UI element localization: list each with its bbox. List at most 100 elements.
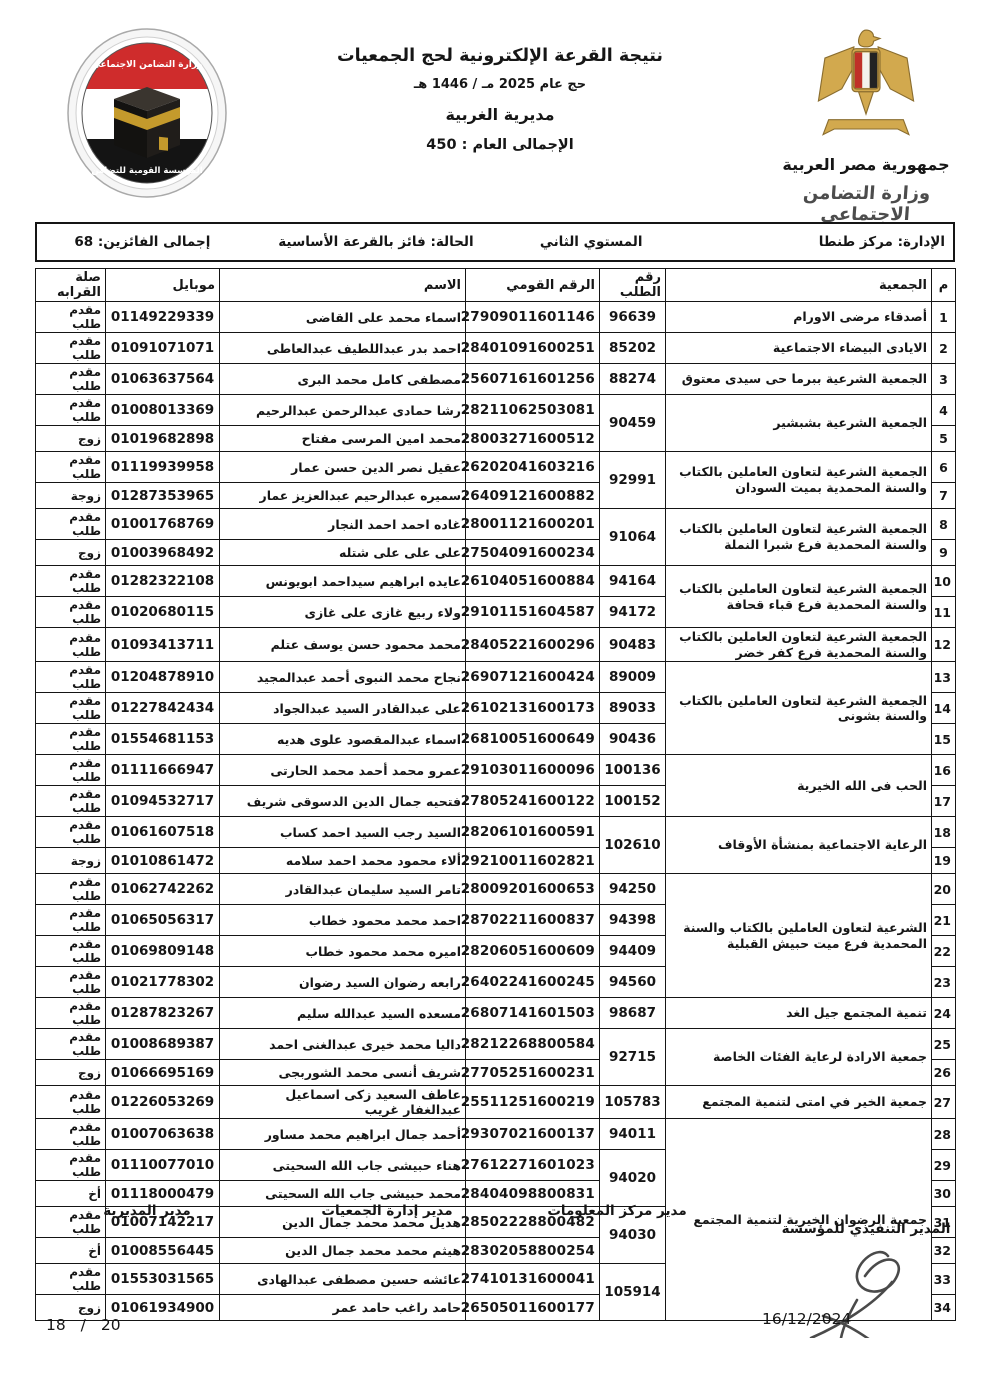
row-number-cell: 4 — [931, 394, 956, 426]
mobile-cell: 01226053269 — [105, 1085, 220, 1120]
table-row: 24 تنمية المجتمع جيل الغد 98687 26807141601… — [35, 997, 956, 1030]
national-id-cell: 27612271601023 — [461, 1149, 600, 1182]
mobile-cell: 01091071071 — [105, 332, 220, 364]
col-header-mobile: موبايل — [105, 268, 220, 302]
national-id-cell: 26409121600882 — [461, 482, 600, 509]
association-cell: جمعية الخير في امتى لتنمية المجتمع — [665, 1085, 932, 1120]
table-header-row: م الجمعية رقم الطلب الرقم القومي الاسم م… — [35, 268, 956, 302]
mobile-cell: 01227842434 — [105, 692, 220, 725]
signature-title-info-center: مدير مركز المعلومات — [547, 1203, 687, 1219]
national-id-cell: 25511251600219 — [461, 1085, 600, 1120]
level-label: المستوي الثاني — [539, 234, 643, 250]
country-name: جمهورية مصر العربية — [782, 155, 950, 174]
relation-cell: مقدم طلب — [35, 508, 106, 540]
mobile-cell: 01110077010 — [105, 1149, 220, 1182]
row-number-cell: 19 — [931, 847, 956, 875]
request-number-cell: 94030 — [599, 1206, 666, 1265]
table-row: 18 الرعاية الاجتماعية بمنشأة الأوقاف 10261… — [35, 816, 956, 875]
row-number-cell: 14 — [931, 692, 956, 725]
name-cell: احمد بدر عبداللطيف عبدالعاطى — [219, 332, 466, 364]
name-cell: فتحيه جمال الدين الدسوقى شريف — [219, 785, 466, 818]
table-row: 32 28302058800254 هيثم محمد محمد جمال الدي… — [35, 1237, 956, 1265]
request-number-cell: 89033 — [599, 692, 666, 725]
request-number-cell: 88274 — [599, 363, 666, 395]
mobile-cell: 01554681153 — [105, 723, 220, 756]
relation-cell: مقدم طلب — [35, 1149, 106, 1182]
name-cell: عايده ابراهيم سيداحمد ابويونس — [219, 565, 466, 597]
national-id-cell: 27805241600122 — [461, 785, 600, 818]
col-header-request-number: رقم الطلب — [599, 268, 666, 302]
row-number-cell: 9 — [931, 539, 956, 566]
name-cell: حامد راغب حامد عمر — [219, 1294, 466, 1322]
national-id-cell: 27705251600231 — [461, 1059, 600, 1087]
document-header: نتيجة القرعة الإلكترونية لحج الجمعيات حج… — [295, 46, 705, 153]
request-number-cell: 102610 — [599, 816, 666, 875]
table-info-bar: الإدارة: مركز طنطا المستوي الثاني الحالة… — [35, 222, 955, 262]
col-header-name: الاسم — [219, 268, 466, 302]
national-id-cell: 28009201600653 — [461, 873, 600, 906]
relation-cell: مقدم طلب — [35, 873, 106, 906]
row-number-cell: 33 — [931, 1263, 956, 1296]
relation-cell: زوج — [35, 425, 106, 452]
relation-cell: أخ — [35, 1237, 106, 1265]
national-id-cell: 27504091600234 — [461, 539, 600, 566]
mobile-cell: 01063637564 — [105, 363, 220, 395]
table-row: 33 105914 27410131600041 عائشه حسين مصطفى ع… — [35, 1263, 956, 1322]
name-cell: داليا محمد خيرى عبدالغنى احمد — [219, 1028, 466, 1061]
name-cell: عمرو محمد أحمد محمد الحارتى — [219, 754, 466, 787]
signature-title-executive: المدير التنفيذي للمؤسسة — [781, 1221, 951, 1237]
table-row: 12 الجمعية الشرعية لتعاون العاملين بالكتا… — [35, 626, 956, 663]
row-number-cell: 7 — [931, 482, 956, 509]
mobile-cell: 01069809148 — [105, 935, 220, 968]
badge-top-text: وزارة التضامن الاجتماعي — [91, 60, 202, 70]
row-number-cell: 34 — [931, 1294, 956, 1322]
col-header-relation: صلة القرابه — [35, 268, 106, 302]
name-cell: هديل محمد محمد جمال الدين — [219, 1206, 466, 1239]
mobile-cell: 01010861472 — [105, 847, 220, 875]
national-id-cell: 27410131600041 — [461, 1263, 600, 1296]
table-row: 27 جمعية الخير في امتى لتنمية المجتمع 1057… — [35, 1085, 956, 1120]
ministry-name-calligraphy: وزارة التضامن الاجتماعى — [802, 183, 932, 225]
national-id-cell: 29210011602821 — [461, 847, 600, 875]
mobile-cell: 01111666947 — [105, 754, 220, 787]
national-id-cell: 26202041603216 — [461, 451, 600, 483]
relation-cell: مقدم طلب — [35, 394, 106, 426]
mobile-cell: 01093413711 — [105, 626, 220, 663]
name-cell: على على على شتله — [219, 539, 466, 566]
row-number-cell: 24 — [931, 997, 956, 1030]
request-number-cell: 100152 — [599, 785, 666, 818]
relation-cell: مقدم طلب — [35, 966, 106, 999]
association-cell: الشرعية لتعاون العاملين بالكتاب والسنة ا… — [665, 873, 932, 999]
national-id-cell: 26102131600173 — [461, 692, 600, 725]
relation-cell: مقدم طلب — [35, 596, 106, 628]
association-cell: الايادى البيضاء الاجتماعية — [665, 332, 932, 364]
mobile-cell: 01287823267 — [105, 997, 220, 1030]
relation-cell: مقدم طلب — [35, 451, 106, 483]
association-cell: الجمعية الشرعية لتعاون العاملين بالكتاب … — [665, 565, 932, 628]
page-total: 20 — [100, 1316, 121, 1334]
national-id-cell: 28001121600201 — [461, 508, 600, 540]
table-row: 15 90436 26810051600649 اسماء عبدالمقصود عل… — [35, 723, 956, 756]
table-row: 17 100152 27805241600122 فتحيه جمال الدين ا… — [35, 785, 956, 818]
request-number-cell: 105914 — [599, 1263, 666, 1322]
request-number-cell: 100136 — [599, 754, 666, 787]
name-cell: رشا حمادى عبدالرحمن عبدالرحيم — [219, 394, 466, 426]
national-id-cell: 26402241600245 — [461, 966, 600, 999]
table-row: 7 26409121600882 سميره عبدالرحيم عبدالعزيز… — [35, 482, 956, 509]
results-table-body: 1 أصدقاء مرضى الاورام 96639 27909011601146 ا… — [35, 301, 956, 1322]
results-table-wrap: م الجمعية رقم الطلب الرقم القومي الاسم م… — [35, 268, 956, 1322]
name-cell: عقيل نصر الدين حسن عمار — [219, 451, 466, 483]
request-number-cell: 98687 — [599, 997, 666, 1030]
name-cell: هناء حبيشى جاب الله السحيتى — [219, 1149, 466, 1182]
row-number-cell: 26 — [931, 1059, 956, 1087]
name-cell: نجاح محمد النبوى أحمد عبدالمجيد — [219, 661, 466, 694]
national-id-cell: 26505011600177 — [461, 1294, 600, 1322]
mobile-cell: 01066695169 — [105, 1059, 220, 1087]
relation-cell: مقدم طلب — [35, 754, 106, 787]
mobile-cell: 01019682898 — [105, 425, 220, 452]
row-number-cell: 12 — [931, 626, 956, 663]
row-number-cell: 11 — [931, 596, 956, 628]
table-row: 6 الجمعية الشرعية لتعاون العاملين بالكتاب… — [35, 451, 956, 509]
relation-cell: مقدم طلب — [35, 1206, 106, 1239]
col-header-index: م — [931, 268, 956, 302]
